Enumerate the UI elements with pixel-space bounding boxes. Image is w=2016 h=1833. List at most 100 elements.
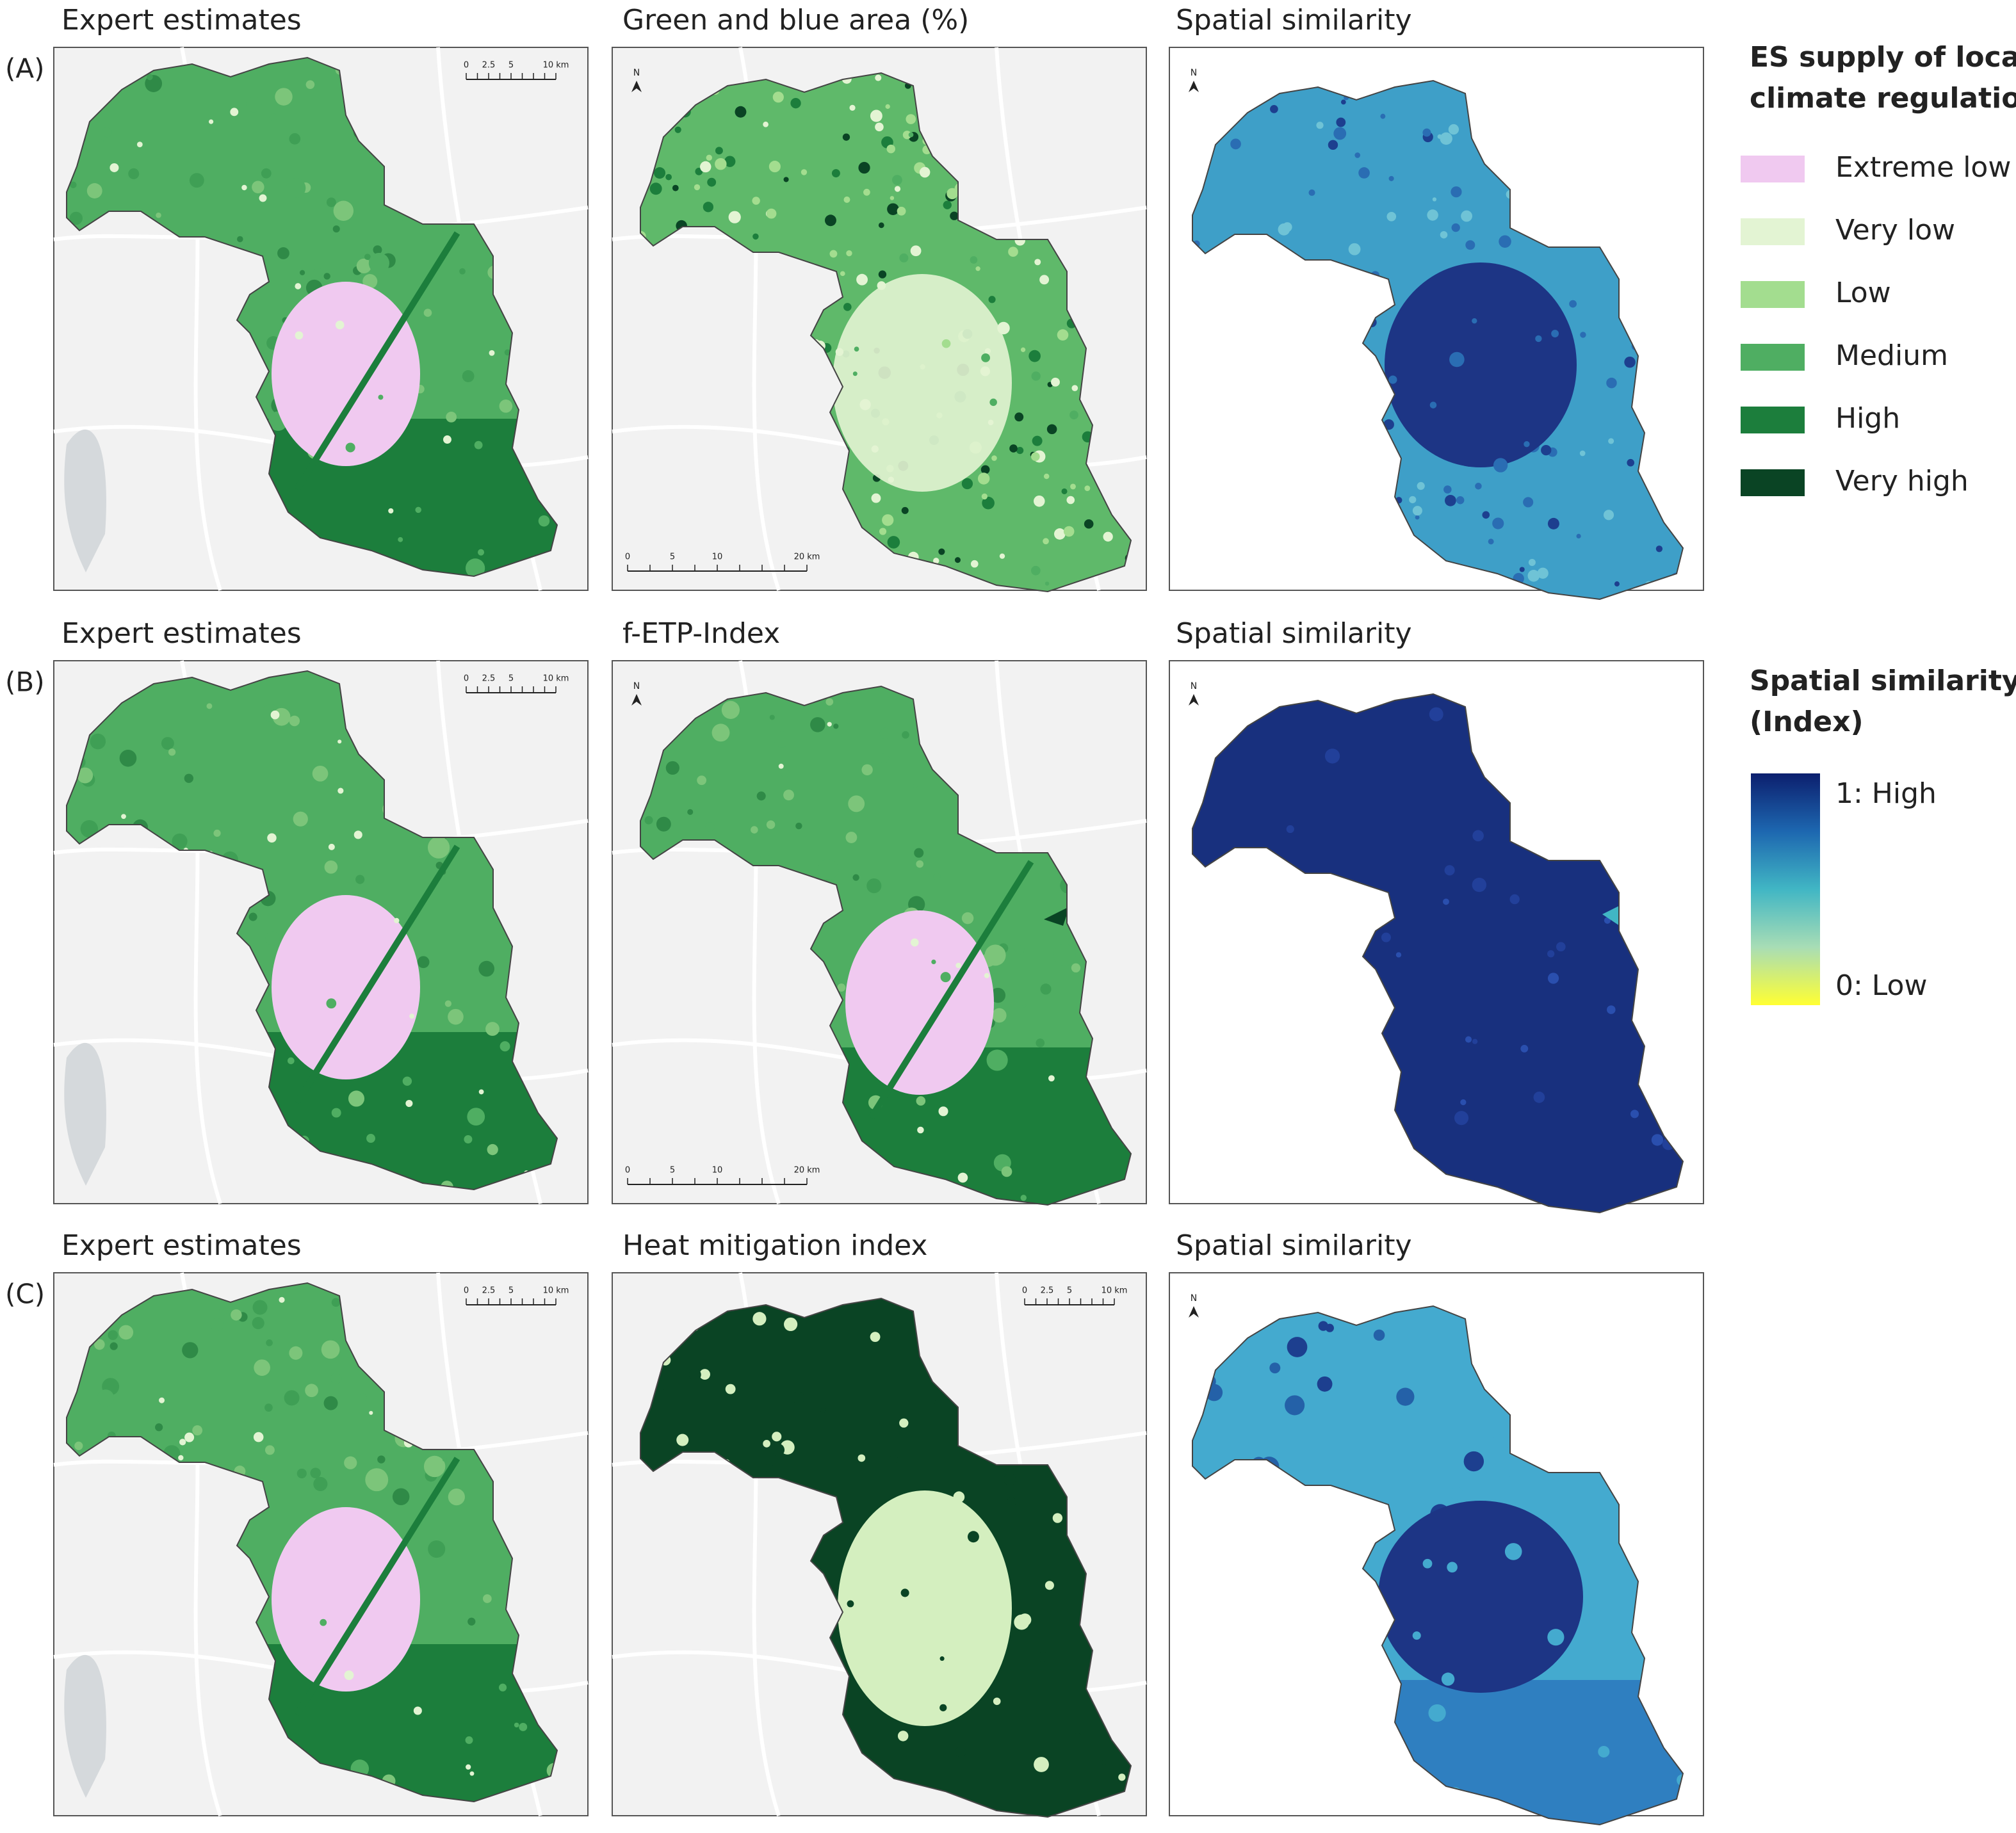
map-patch (344, 1456, 357, 1469)
map-patch (1445, 494, 1456, 506)
map-patch (1492, 1434, 1509, 1451)
map-patch (916, 1096, 926, 1106)
map-patch (910, 245, 922, 257)
map-patch (313, 267, 323, 277)
map-patch (269, 113, 277, 122)
row-label: (A) (5, 53, 45, 85)
map-patch (326, 197, 336, 207)
map-patch (766, 820, 776, 829)
map-patch (843, 196, 850, 203)
map-patch (970, 256, 978, 264)
region-outline (66, 670, 558, 1191)
map-patch (752, 233, 759, 240)
map-patch (323, 273, 330, 280)
map-patch (763, 1440, 770, 1448)
map-patch (955, 1746, 966, 1757)
map-patch (1336, 117, 1346, 127)
map-patch (1354, 152, 1361, 158)
urban-area (838, 1490, 1012, 1726)
map-patch (728, 211, 741, 223)
map-patch (932, 1400, 936, 1404)
map-patch (345, 442, 355, 453)
legend-swatch (1741, 407, 1805, 433)
map-patch (519, 1723, 528, 1731)
map-patch (977, 472, 990, 485)
map-patch (917, 1126, 924, 1134)
map-patch (287, 1057, 295, 1065)
region-outline (1192, 693, 1684, 1214)
map-patch (752, 1312, 767, 1326)
map-patch (887, 203, 899, 216)
scale-label: 10 km (543, 61, 569, 70)
map-patch (1429, 707, 1443, 722)
map-patch (1463, 1451, 1484, 1472)
scale-label: 2.5 (482, 674, 496, 684)
lake (64, 429, 106, 572)
map-patch (366, 1134, 375, 1143)
map-patch (999, 553, 1005, 559)
map-patch (854, 346, 859, 352)
map-patch (1507, 596, 1513, 599)
map-patch (982, 496, 995, 510)
map-patch (941, 339, 951, 348)
map-patch (1575, 1546, 1591, 1561)
map-patch (674, 126, 681, 133)
map-patch (1412, 506, 1422, 516)
map-patch (1447, 1562, 1458, 1573)
map-patch (955, 962, 961, 969)
legend-label: High (1835, 402, 1900, 435)
map-patch (500, 1041, 510, 1052)
map-patch (86, 183, 102, 198)
scale-label: 0 (464, 674, 469, 684)
map-patch (1454, 1111, 1469, 1126)
map-patch (981, 493, 988, 500)
scale-label: 5 (508, 1286, 514, 1296)
map-patch (882, 514, 894, 526)
legend-swatch (1741, 218, 1805, 245)
map-patch (1009, 444, 1018, 453)
map-patch (1472, 830, 1484, 842)
map-patch (852, 371, 858, 376)
map-patch (1492, 517, 1504, 529)
lake (64, 1042, 106, 1186)
map-patch (1651, 1134, 1664, 1146)
region-outline (640, 72, 1132, 593)
map-patch (697, 775, 707, 786)
map-patch (1020, 1195, 1027, 1201)
map-patch (364, 254, 371, 261)
region-outline (1192, 1305, 1684, 1826)
north-arrow (631, 694, 642, 706)
north-label: N (633, 681, 640, 691)
map-patch (478, 1089, 484, 1095)
map-patch (910, 938, 919, 947)
map-patch (863, 188, 870, 196)
map-patch (879, 528, 887, 535)
map-patch (772, 1443, 785, 1457)
map-patch (654, 167, 666, 179)
map-patch (967, 1531, 979, 1543)
map-patch (467, 1617, 476, 1626)
map-patch (1630, 1110, 1639, 1118)
map-patch (774, 731, 790, 748)
map-patch (766, 208, 777, 219)
map-patch (417, 956, 430, 969)
scale-label: 5 (1067, 1286, 1072, 1296)
map-patch (1008, 246, 1018, 257)
map-patch (368, 252, 389, 274)
map-patch (939, 1656, 945, 1661)
scale-label: 10 (712, 553, 723, 562)
map-patch (1031, 371, 1041, 381)
map-patch (248, 912, 257, 921)
legend-title: (Index) (1750, 706, 1864, 738)
row-label: (B) (5, 666, 45, 698)
map-patch (792, 1391, 804, 1404)
legend-label: Medium (1835, 339, 1948, 372)
map-patch (474, 440, 483, 449)
map-patch (168, 748, 176, 756)
map-patch (1033, 496, 1045, 507)
map-patch (1432, 197, 1437, 202)
map-patch (179, 1439, 186, 1446)
map-patch (914, 848, 924, 858)
map-patch (1388, 175, 1394, 181)
map-patch (423, 309, 432, 317)
